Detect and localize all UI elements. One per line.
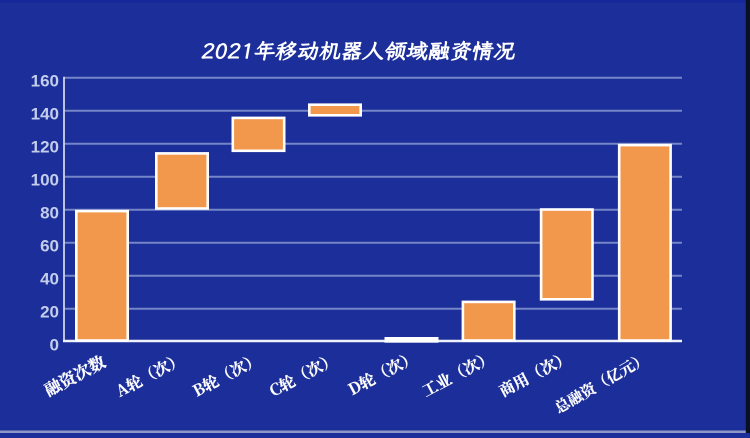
svg-text:160: 160: [31, 71, 59, 90]
svg-text:0: 0: [50, 335, 59, 354]
svg-text:100: 100: [31, 170, 59, 189]
svg-text:120: 120: [31, 137, 59, 156]
svg-text:40: 40: [40, 269, 59, 288]
svg-text:140: 140: [31, 104, 59, 123]
svg-text:60: 60: [40, 236, 59, 255]
svg-text:20: 20: [40, 302, 59, 321]
svg-text:80: 80: [40, 203, 59, 222]
